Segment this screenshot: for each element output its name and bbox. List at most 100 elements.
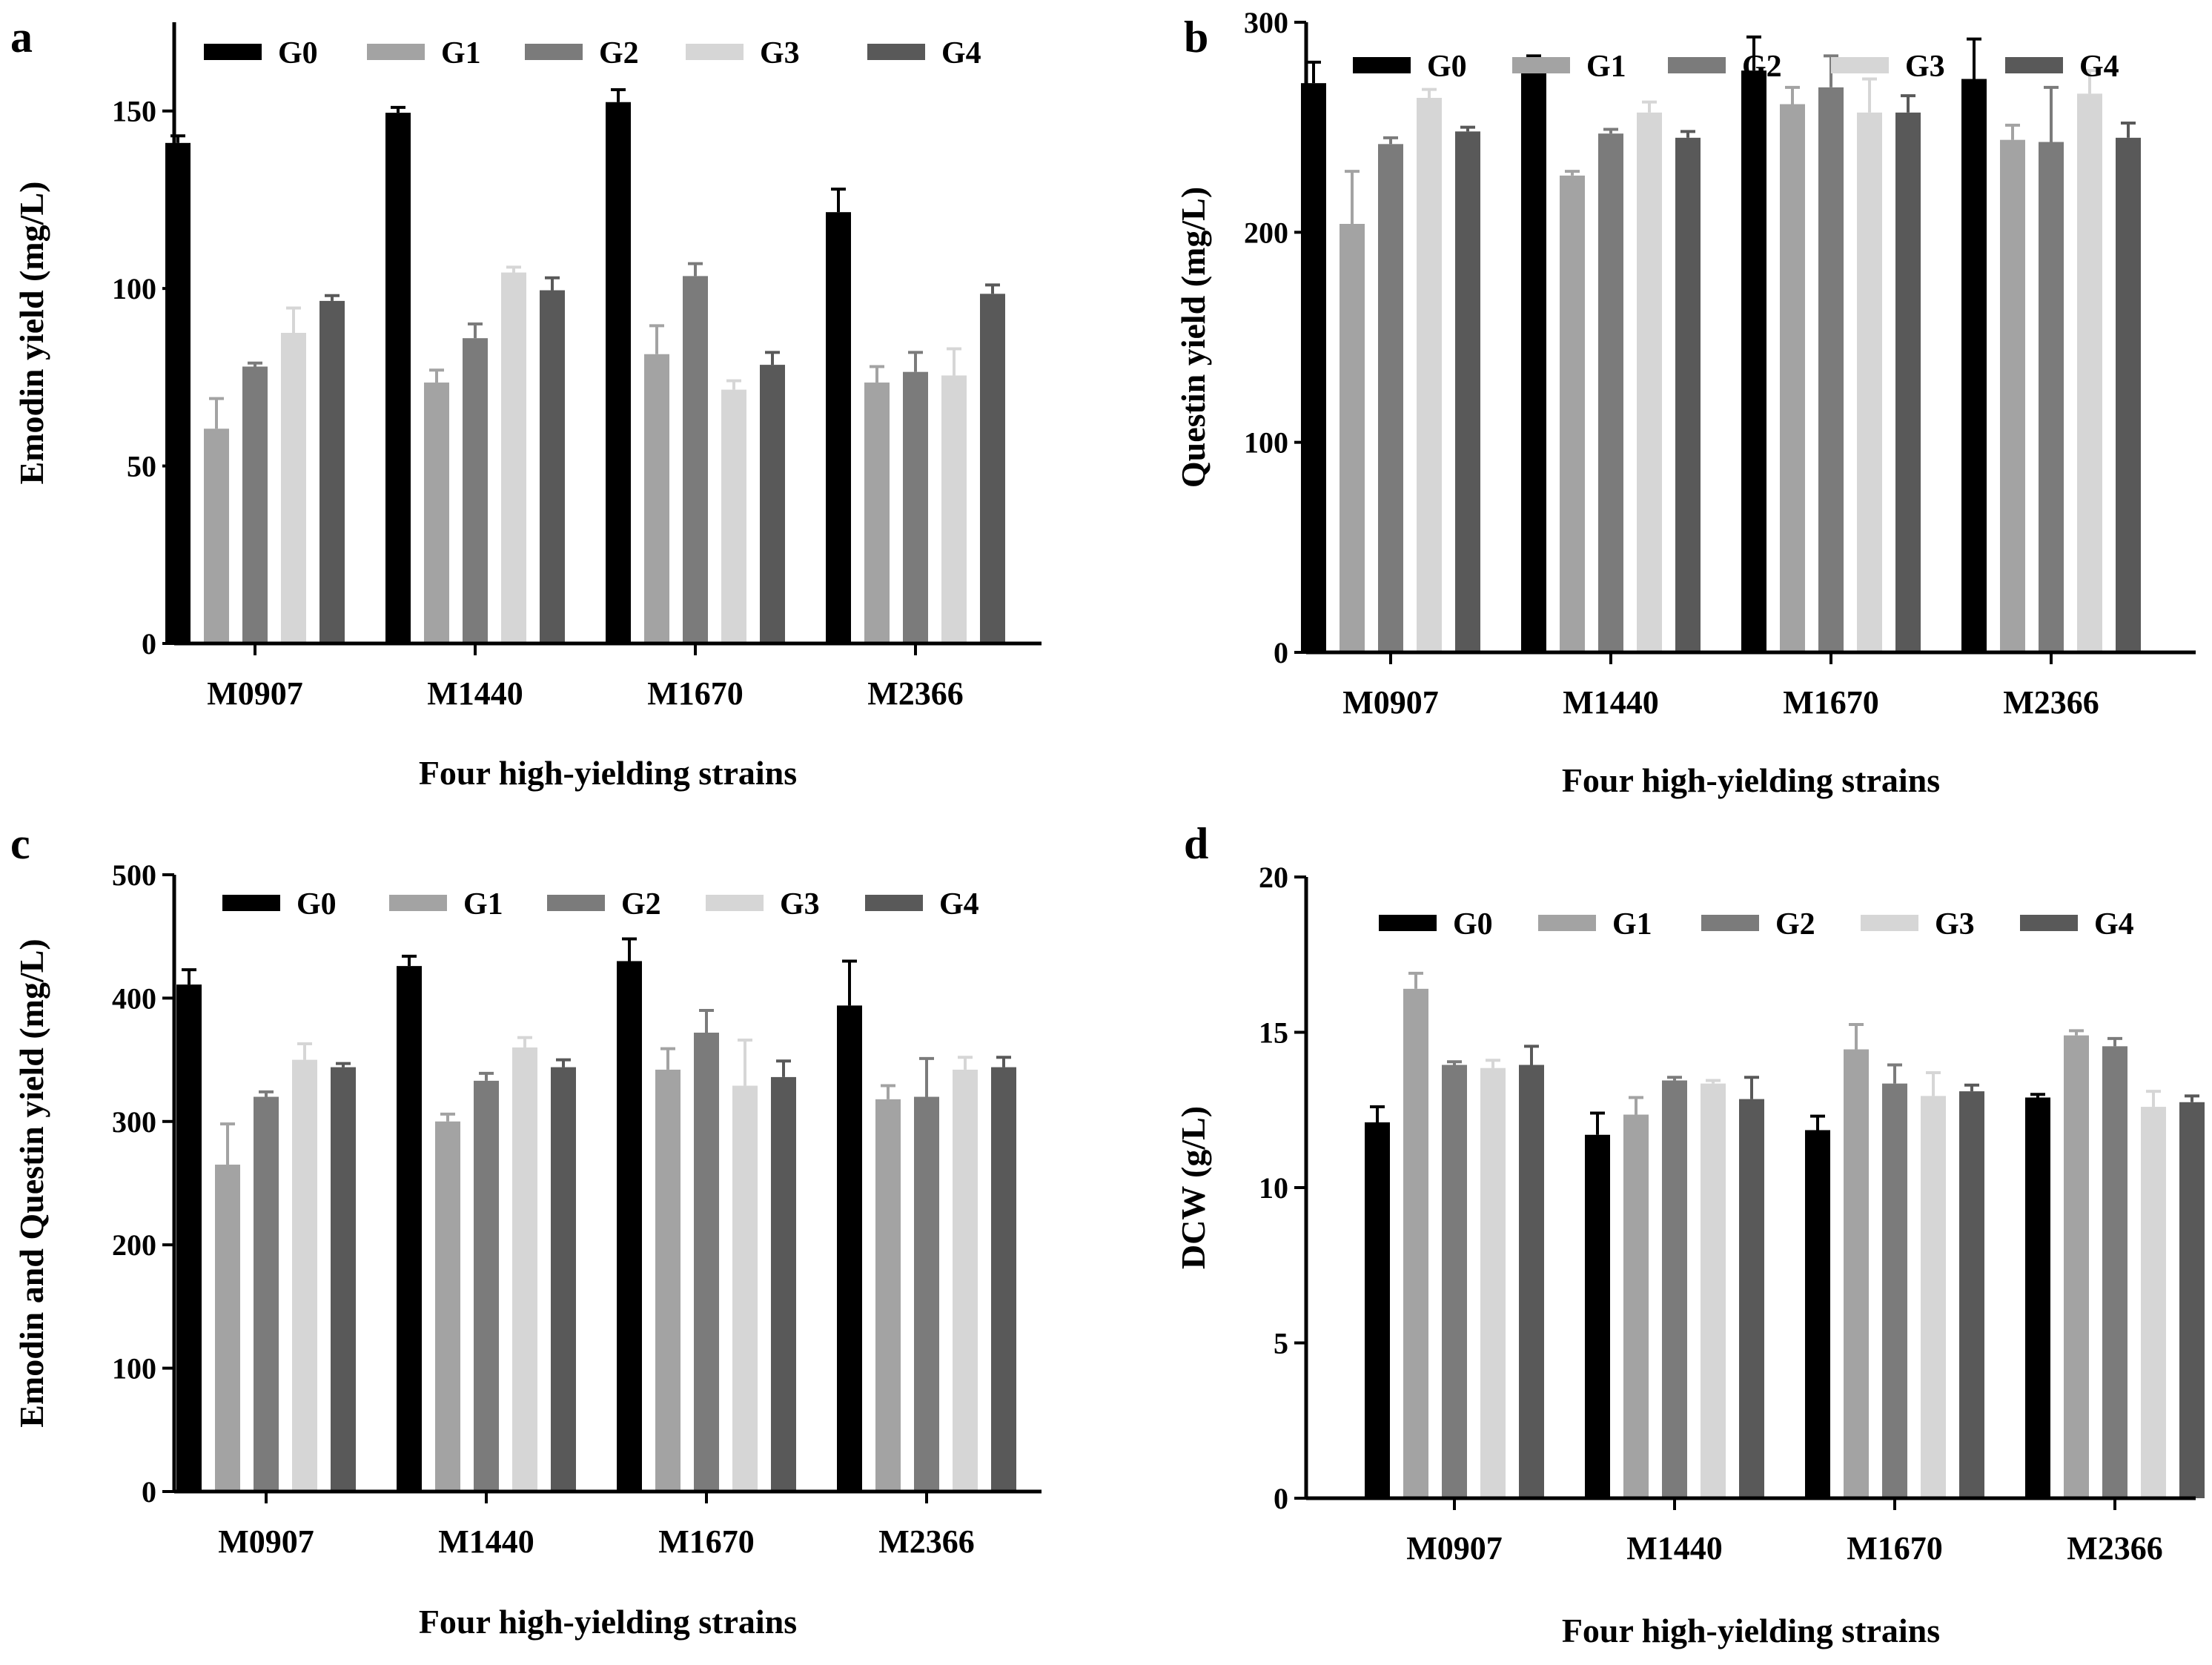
bar-M1440-G2 <box>474 1080 499 1492</box>
series-G3 <box>1417 69 2102 653</box>
legend-swatch-G1 <box>1538 915 1596 931</box>
bar-M2366-G1 <box>864 383 890 643</box>
legend-swatch-G4 <box>2005 57 2063 73</box>
legend-label-G2: G2 <box>599 36 639 70</box>
panel-letter: c <box>10 819 30 868</box>
legend-label-G1: G1 <box>463 887 503 921</box>
bar-M2366-G0 <box>826 212 851 643</box>
bar-M1440-G3 <box>501 272 526 643</box>
y-axis-title: Questin yield (mg/L) <box>1174 187 1212 488</box>
series-G2 <box>1442 1036 2127 1498</box>
bar-M2366-G1 <box>2064 1035 2089 1498</box>
series-G1 <box>1403 971 2089 1498</box>
bar-M2366-G4 <box>991 1067 1016 1492</box>
bar-M1440-G2 <box>1662 1080 1687 1498</box>
legend-label-G3: G3 <box>780 887 820 921</box>
bar-M0907-G2 <box>254 1096 279 1492</box>
bar-M2366-G3 <box>2077 93 2102 653</box>
legend-label-G2: G2 <box>1742 50 1782 84</box>
bar-M0907-G1 <box>215 1165 240 1492</box>
legend-label-G1: G1 <box>1586 50 1626 84</box>
panel-letter: a <box>10 13 33 62</box>
legend-swatch-G1 <box>367 44 425 60</box>
x-tick-label-M1670: M1670 <box>1847 1530 1943 1566</box>
legend-swatch-G3 <box>1831 57 1889 73</box>
bar-M0907-G3 <box>292 1059 317 1492</box>
bar-M1670-G4 <box>1959 1091 1984 1498</box>
series-G4 <box>1519 1045 2205 1498</box>
y-tick-label: 0 <box>1274 1482 1288 1515</box>
legend-swatch-G1 <box>389 895 447 911</box>
series-G2 <box>1378 54 2064 653</box>
bar-M1670-G2 <box>694 1032 719 1492</box>
y-tick-label: 100 <box>112 1352 156 1386</box>
y-tick-label: 0 <box>142 627 156 661</box>
y-tick-label: 500 <box>112 858 156 892</box>
legend-swatch-G4 <box>865 895 923 911</box>
bar-M1670-G4 <box>760 365 785 643</box>
series-G0 <box>1365 1093 2050 1498</box>
bar-M1670-G1 <box>1844 1049 1869 1498</box>
bar-M1440-G1 <box>424 383 449 643</box>
bar-M1670-G0 <box>1741 70 1766 652</box>
bar-M2366-G1 <box>2000 139 2025 652</box>
bar-M2366-G3 <box>953 1069 978 1492</box>
bar-M1670-G2 <box>683 276 708 643</box>
legend-label-G2: G2 <box>1775 907 1815 941</box>
bar-M0907-G3 <box>1417 98 1442 652</box>
bar-M1670-G3 <box>721 389 746 643</box>
x-tick-label-M0907: M0907 <box>207 675 303 712</box>
bar-M1440-G1 <box>1560 175 1585 653</box>
legend-label-G4: G4 <box>941 36 981 70</box>
x-tick-label-M1440: M1440 <box>1563 684 1659 721</box>
bar-M1440-G4 <box>1739 1099 1764 1498</box>
y-tick-label: 0 <box>1274 636 1288 669</box>
y-tick-label: 0 <box>142 1475 156 1509</box>
series-G0 <box>165 87 851 644</box>
y-tick-label: 5 <box>1274 1327 1288 1360</box>
y-tick-label: 400 <box>112 982 156 1015</box>
bar-M0907-G2 <box>1378 144 1403 653</box>
bar-M1670-G4 <box>771 1076 796 1492</box>
bar-M1670-G1 <box>655 1069 681 1492</box>
legend-label-G2: G2 <box>621 887 661 921</box>
x-tick-label-M0907: M0907 <box>1406 1530 1503 1566</box>
legend-label-G4: G4 <box>2094 907 2134 941</box>
bar-M0907-G4 <box>319 300 345 643</box>
bar-M1670-G3 <box>1857 112 1882 653</box>
legend: G0 G1 G2 G3 G4 <box>204 36 981 70</box>
bar-M1670-G0 <box>617 961 642 1492</box>
legend-swatch-G3 <box>1861 915 1918 931</box>
series-G0 <box>176 937 862 1492</box>
bar-M2366-G0 <box>2025 1097 2050 1498</box>
x-tick-label-M1670: M1670 <box>1783 684 1879 721</box>
legend-label-G3: G3 <box>1905 50 1945 84</box>
bar-M0907-G1 <box>1340 224 1365 652</box>
bar-M1670-G2 <box>1818 87 1844 653</box>
bar-M0907-G0 <box>176 984 202 1492</box>
legend: G0 G1 G2 G3 G4 <box>222 887 979 921</box>
y-tick-label: 300 <box>1244 6 1288 39</box>
bar-M1440-G4 <box>1675 137 1701 653</box>
bar-M0907-G4 <box>1455 131 1480 653</box>
legend-label-G3: G3 <box>760 36 800 70</box>
legend-label-G1: G1 <box>1612 907 1652 941</box>
bar-M1440-G3 <box>512 1047 537 1492</box>
y-tick-label: 50 <box>127 450 156 483</box>
x-axis-title: Four high-yielding strains <box>1562 761 1940 799</box>
bar-M2366-G0 <box>837 1005 862 1492</box>
x-tick-label-M2366: M2366 <box>867 675 964 712</box>
legend-swatch-G1 <box>1512 57 1570 73</box>
bar-M1440-G4 <box>551 1067 576 1492</box>
y-tick-label: 20 <box>1259 861 1288 894</box>
bar-M2366-G4 <box>2116 137 2141 653</box>
bar-M1440-G3 <box>1637 112 1662 653</box>
legend-swatch-G3 <box>706 895 764 911</box>
bar-M1670-G0 <box>606 102 631 643</box>
series-G1 <box>215 1047 901 1492</box>
legend-swatch-G0 <box>1353 57 1411 73</box>
series-G4 <box>1455 94 2141 653</box>
bar-M1440-G0 <box>385 113 411 643</box>
legend-label-G3: G3 <box>1935 907 1975 941</box>
